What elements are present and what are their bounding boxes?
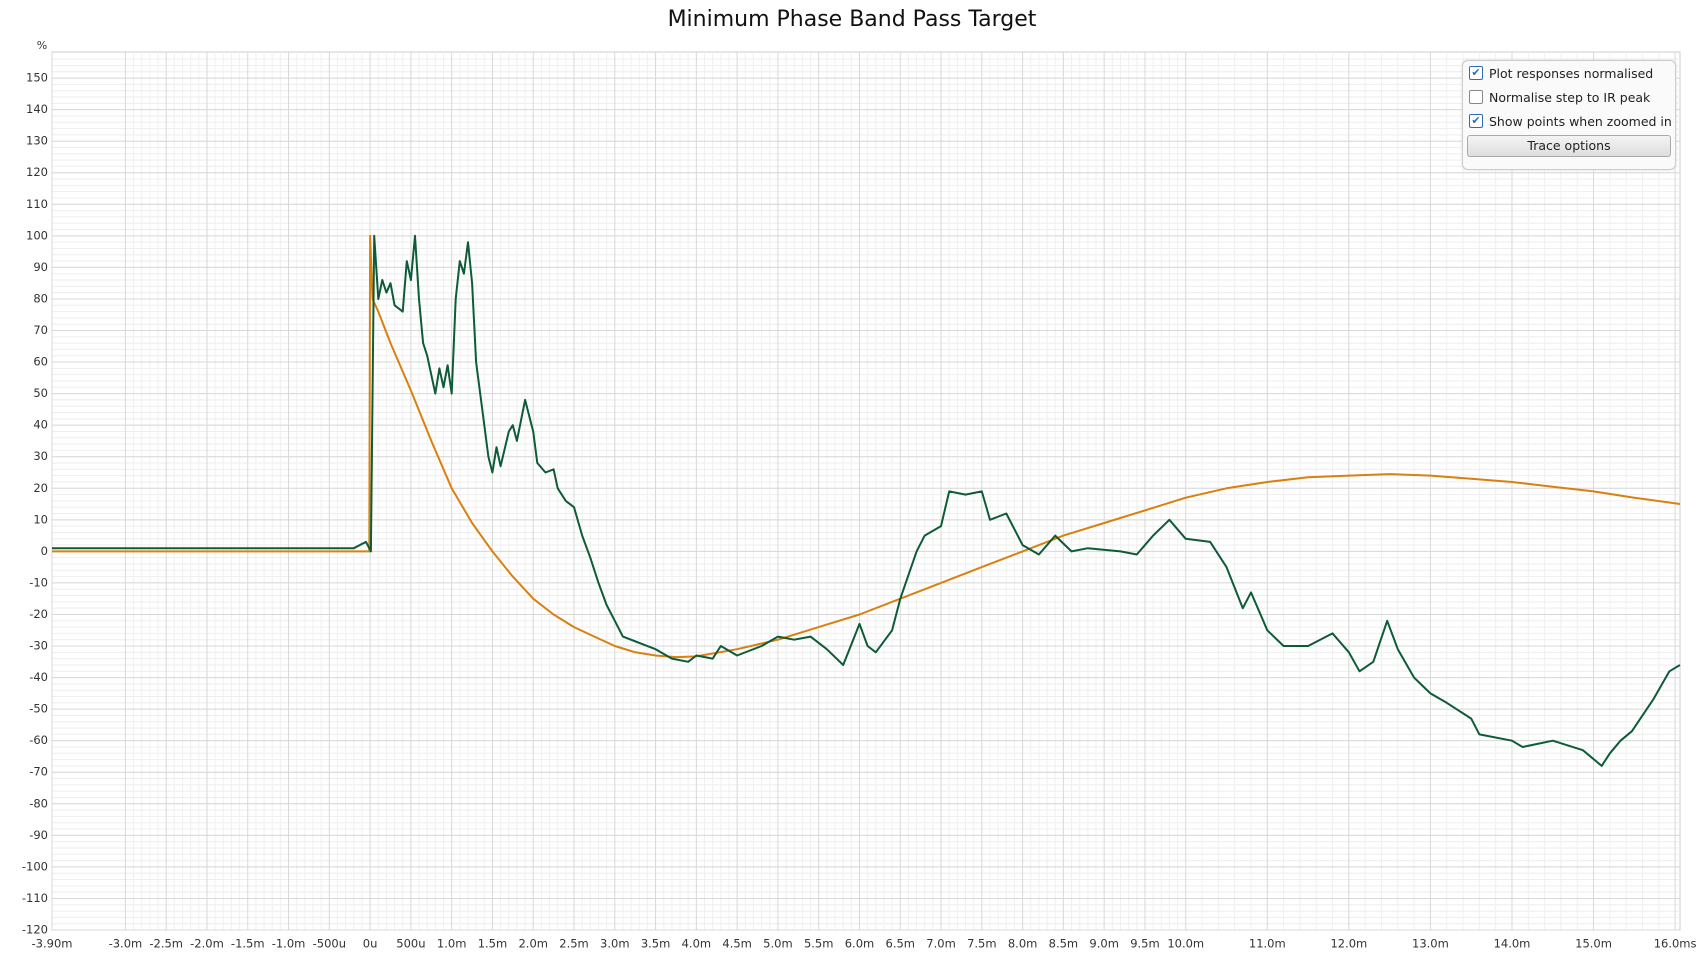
x-tick-label: 11.0m — [1249, 937, 1286, 951]
y-tick-label: -50 — [29, 702, 48, 716]
x-tick-label: 9.0m — [1089, 937, 1119, 951]
y-tick-label: -80 — [29, 796, 48, 810]
x-tick-label: 6.0m — [845, 937, 875, 951]
x-tick-label: 2.0m — [518, 937, 548, 951]
series-line — [52, 234, 1681, 767]
x-tick-label: 0u — [363, 937, 378, 951]
x-tick-label: 16.0ms — [1654, 937, 1697, 951]
x-tick-label: 4.0m — [682, 937, 712, 951]
y-tick-label: 60 — [33, 355, 48, 369]
x-tick-label: -500u — [313, 937, 346, 951]
trace-options-button[interactable]: Trace options — [1467, 135, 1671, 157]
y-tick-label: 20 — [33, 481, 48, 495]
x-tick-label: 14.0m — [1494, 937, 1531, 951]
x-tick-label: 10.0m — [1167, 937, 1204, 951]
y-tick-label: -40 — [29, 670, 48, 684]
chart-title: Minimum Phase Band Pass Target — [668, 7, 1037, 32]
x-tick-label: 500u — [396, 937, 425, 951]
y-tick-label: 140 — [26, 102, 48, 116]
x-tick-label: 1.5m — [478, 937, 508, 951]
x-tick-label: 8.5m — [1049, 937, 1079, 951]
x-tick-label: 6.5m — [886, 937, 916, 951]
x-tick-label: 5.0m — [763, 937, 793, 951]
checkbox-row[interactable]: ✔ Plot responses normalised — [1463, 61, 1675, 85]
x-tick-label: -3.0m — [109, 937, 143, 951]
x-tick-label: 5.5m — [804, 937, 834, 951]
checkbox[interactable]: ✔ — [1469, 114, 1483, 128]
x-tick-label: -1.5m — [231, 937, 265, 951]
y-tick-label: 80 — [33, 291, 48, 305]
y-tick-label: -110 — [22, 891, 48, 905]
y-tick-label: 150 — [26, 71, 48, 85]
series-line — [52, 234, 1681, 659]
y-tick-label: 90 — [33, 260, 48, 274]
y-tick-label: 130 — [26, 134, 48, 148]
y-tick-label: 120 — [26, 165, 48, 179]
y-tick-label: 30 — [33, 449, 48, 463]
x-tick-label: -2.5m — [149, 937, 183, 951]
x-tick-label: 7.0m — [926, 937, 956, 951]
x-tick-label: 7.5m — [967, 937, 997, 951]
y-tick-label: 50 — [33, 386, 48, 400]
checkbox-label[interactable]: Normalise step to IR peak — [1489, 89, 1651, 105]
x-tick-label: 12.0m — [1330, 937, 1367, 951]
x-tick-label: 2.5m — [559, 937, 589, 951]
y-tick-label: 40 — [33, 418, 48, 432]
y-tick-label: 0 — [41, 544, 48, 558]
y-tick-label: -70 — [29, 765, 48, 779]
y-tick-label: -120 — [22, 923, 48, 937]
checkbox-row[interactable]: ✔ Show points when zoomed in — [1463, 109, 1675, 133]
y-tick-label: 100 — [26, 228, 48, 242]
x-tick-label: -1.0m — [272, 937, 306, 951]
x-tick-label: 3.0m — [600, 937, 630, 951]
x-tick-label: 9.5m — [1130, 937, 1160, 951]
x-tick-label: -2.0m — [190, 937, 224, 951]
y-unit: % — [37, 39, 47, 52]
checkbox-label[interactable]: Show points when zoomed in — [1489, 113, 1672, 129]
checkbox[interactable] — [1469, 90, 1483, 104]
x-tick-label: 15.0m — [1575, 937, 1612, 951]
y-tick-label: -30 — [29, 639, 48, 653]
x-tick-label: -3.90m — [32, 937, 73, 951]
y-tick-label: -20 — [29, 607, 48, 621]
checkbox-row[interactable]: Normalise step to IR peak — [1463, 85, 1675, 109]
y-tick-label: -60 — [29, 733, 48, 747]
checkbox[interactable]: ✔ — [1469, 66, 1483, 80]
y-tick-label: 110 — [26, 197, 48, 211]
x-tick-label: 13.0m — [1412, 937, 1449, 951]
y-tick-label: -10 — [29, 575, 48, 589]
options-panel: ✔ Plot responses normalised Normalise step… — [1462, 60, 1676, 170]
x-tick-label: 4.5m — [722, 937, 752, 951]
y-tick-label: -100 — [22, 859, 48, 873]
y-tick-label: 10 — [33, 512, 48, 526]
x-tick-label: 1.0m — [437, 937, 467, 951]
y-tick-label: 70 — [33, 323, 48, 337]
y-tick-label: -90 — [29, 828, 48, 842]
x-tick-label: 3.5m — [641, 937, 671, 951]
checkbox-label[interactable]: Plot responses normalised — [1489, 65, 1654, 81]
x-tick-label: 8.0m — [1008, 937, 1038, 951]
